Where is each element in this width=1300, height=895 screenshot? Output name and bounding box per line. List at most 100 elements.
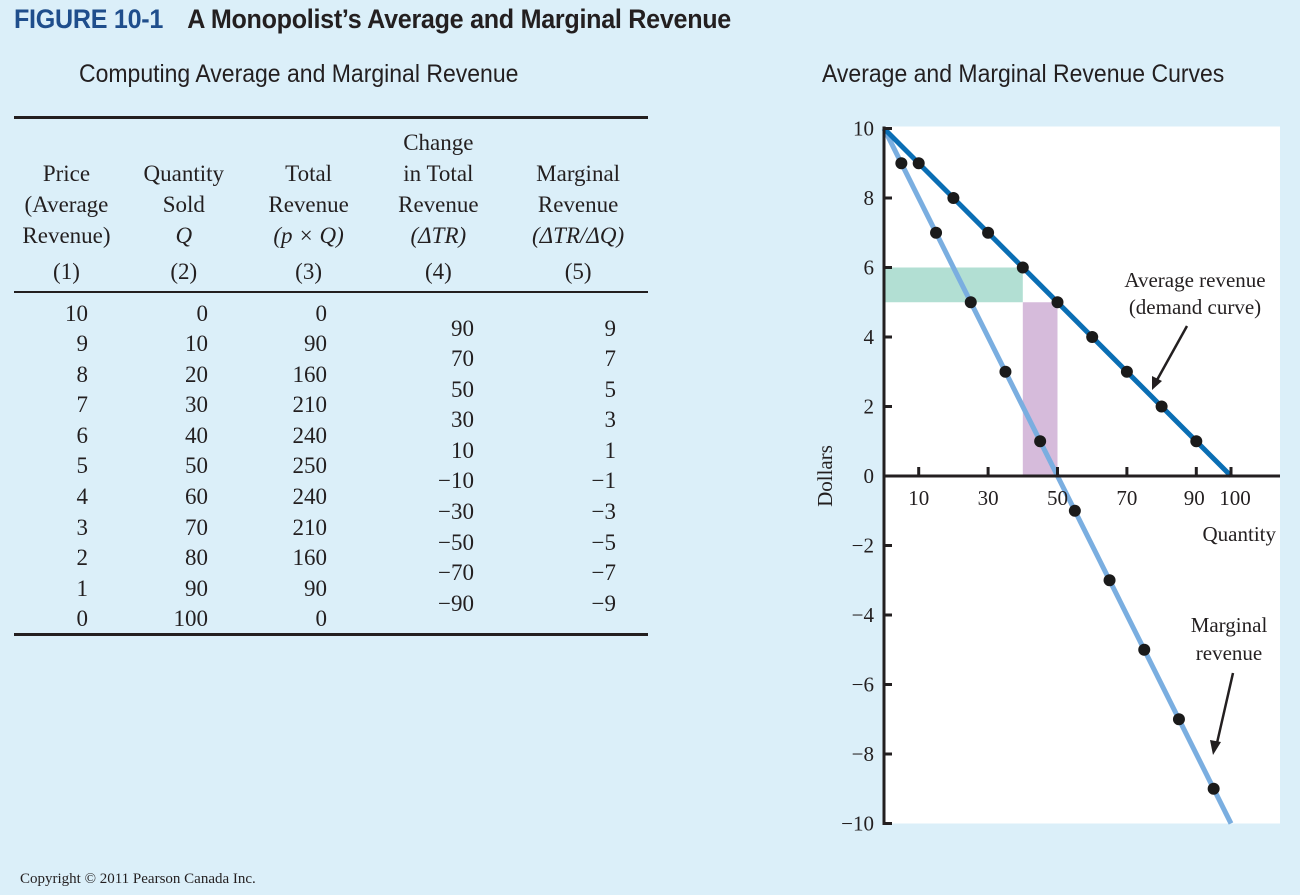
- table-cell: −5: [591, 529, 616, 555]
- table-cell: 210: [292, 392, 328, 418]
- column-header-line: Revenue: [537, 192, 619, 217]
- marginal-revenue-point: [930, 226, 943, 239]
- figure-name: A Monopolist’s Average and Marginal Reve…: [187, 4, 732, 34]
- y-axis-label: Dollars: [813, 445, 837, 507]
- average-revenue-point: [982, 226, 995, 239]
- table-cell: 90: [304, 575, 327, 601]
- table-cell: 240: [292, 484, 328, 510]
- column-header-line: Q: [175, 223, 193, 248]
- average-revenue-point: [912, 157, 925, 170]
- table-cell: 160: [292, 361, 328, 387]
- column-header-line: Marginal: [536, 161, 621, 186]
- table-cell: 70: [451, 346, 474, 372]
- marginal-revenue-point: [1138, 643, 1151, 656]
- table-cell: 2: [76, 545, 89, 571]
- column-number: (5): [564, 259, 592, 284]
- y-tick-label: 8: [864, 186, 875, 210]
- table-cell: 60: [185, 484, 208, 510]
- arrow-head-icon: [1210, 740, 1221, 755]
- table-cell: 240: [292, 422, 328, 448]
- marginal-revenue-point: [1172, 713, 1185, 726]
- table-cell: 210: [292, 514, 328, 540]
- average-revenue-arrow: [1155, 325, 1189, 381]
- table-cell: −50: [438, 529, 474, 555]
- x-axis-label: Quantity: [1203, 522, 1277, 546]
- table-cell: 20: [185, 361, 208, 387]
- table-cell: −10: [438, 468, 474, 494]
- price-column: 10 9 8 7 6 5 4 3 2 1 0: [65, 299, 88, 636]
- table-cell: 90: [185, 575, 208, 601]
- table-cell: 30: [185, 392, 208, 418]
- column-number: (1): [53, 259, 80, 284]
- y-tick-label: −2: [852, 534, 874, 558]
- column-header-line: Price: [42, 161, 91, 186]
- table-cell: 30: [451, 407, 474, 433]
- table-cell: 10: [65, 300, 88, 326]
- table-cell: 0: [76, 606, 89, 632]
- table-cell: 8: [76, 361, 89, 387]
- table-top-rule: [14, 116, 648, 119]
- column-header-line: Revenue: [268, 192, 349, 217]
- table-cell: −70: [438, 560, 474, 586]
- y-tick-label: −4: [852, 603, 875, 627]
- column-header-line: Change: [403, 130, 474, 155]
- table-cell: 10: [185, 331, 208, 357]
- column-number: (3): [295, 259, 322, 284]
- column-number: (2): [170, 259, 198, 284]
- column-header-2: Quantity Sold Q (2): [119, 119, 249, 291]
- table-cell: 6: [76, 422, 89, 448]
- marginal-revenue-arrow: [1215, 672, 1235, 744]
- chart-title: Average and Marginal Revenue Curves: [822, 60, 1225, 88]
- column-header-line: (p × Q): [273, 223, 344, 248]
- x-tick-label: 30: [978, 486, 999, 510]
- table-cell: 70: [185, 514, 208, 540]
- figure-title: FIGURE 10-1 A Monopolist’s Average and Ma…: [14, 4, 731, 35]
- table-cell: 1: [76, 575, 89, 601]
- table-cell: −7: [591, 560, 616, 586]
- column-header-line: Total: [285, 161, 333, 186]
- marginal-revenue-point: [999, 365, 1012, 378]
- table-cell: 4: [76, 484, 89, 510]
- table-cell: 10: [451, 437, 474, 463]
- x-tick-label: 100: [1219, 486, 1251, 510]
- header-row: Price (Average Revenue) (1) Quantity Sold Q (2)…: [14, 119, 648, 291]
- table-bottom-rule: [14, 632, 648, 636]
- table-cell: 9: [604, 315, 617, 341]
- y-tick-label: 2: [864, 395, 875, 419]
- table-cell: 80: [185, 545, 208, 571]
- table-cell: 5: [604, 376, 617, 402]
- total-revenue-column: 0 90 160 210 240 250 240 210 160 90 0: [293, 299, 328, 636]
- average-revenue-point: [1190, 435, 1203, 448]
- table-cell: −9: [591, 590, 616, 616]
- y-tick-label: 6: [864, 256, 875, 280]
- column-header-5: Marginal Revenue (ΔTR/ΔQ) (5): [508, 119, 648, 291]
- table-cell: 0: [315, 300, 328, 326]
- arrow-head-icon: [1152, 376, 1162, 390]
- table-cell: 250: [292, 453, 328, 479]
- average-revenue-point: [1086, 331, 1099, 343]
- column-header-line: (ΔTR/ΔQ): [532, 223, 625, 248]
- average-revenue-label: Average revenue: [1124, 268, 1265, 292]
- y-tick-label: 0: [864, 464, 875, 488]
- y-tick-label: 4: [864, 325, 875, 349]
- revenue-table-header: Price (Average Revenue) (1) Quantity Sold Q (2)…: [14, 119, 648, 291]
- y-tick-label: −6: [852, 673, 874, 697]
- marginal-revenue-label: revenue: [1196, 641, 1262, 665]
- table-cell: 7: [604, 346, 617, 372]
- marginal-revenue-point: [1103, 574, 1116, 587]
- column-header-1: Price (Average Revenue) (1): [14, 119, 119, 291]
- column-header-line: (ΔTR): [410, 223, 467, 248]
- marginal-revenue-point: [1207, 782, 1220, 795]
- x-tick-label: 90: [1184, 486, 1205, 510]
- column-number: (4): [424, 259, 452, 284]
- marginal-revenue-point: [895, 157, 908, 170]
- column-header-line: Quantity: [143, 161, 225, 186]
- table-cell: 9: [76, 331, 89, 357]
- marginal-revenue-point: [1034, 435, 1047, 448]
- average-revenue-point: [1016, 261, 1029, 274]
- y-tick-label: −10: [841, 812, 874, 836]
- table-cell: −3: [591, 499, 616, 525]
- average-revenue-point: [1155, 400, 1168, 413]
- table-cell: 100: [173, 606, 209, 632]
